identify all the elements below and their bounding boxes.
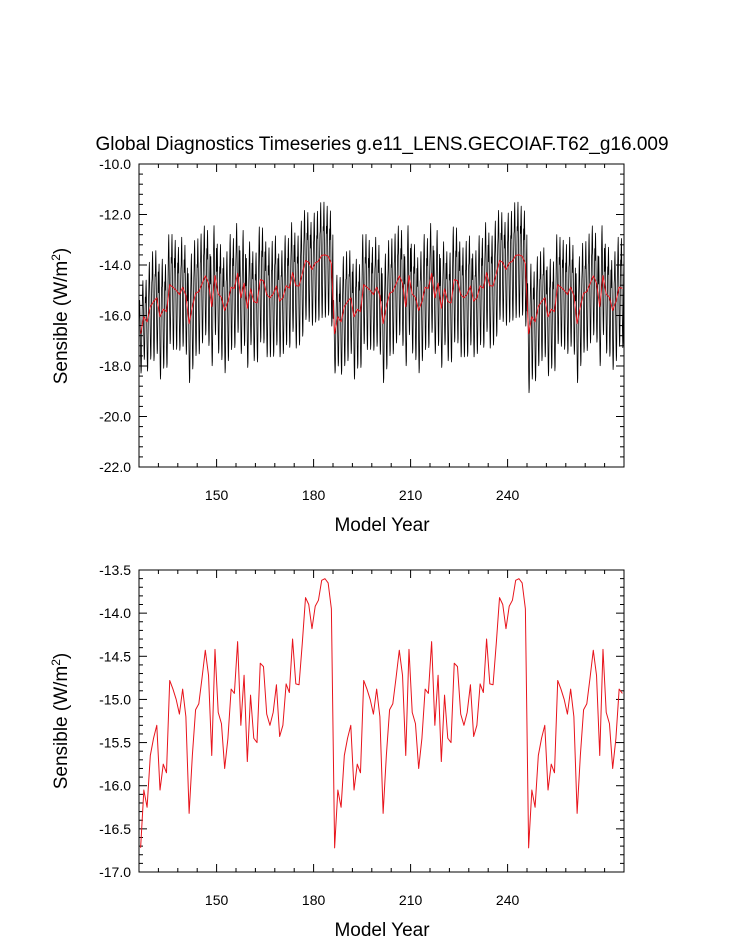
bottom-y-axis-title-sup: 2 [49,659,63,666]
bottom-y-axis-title-main: Sensible (W/m [51,666,72,790]
top-ytick-label: -22.0 [99,459,131,475]
bottom-series [140,578,623,849]
top-ytick-label: -14.0 [99,257,131,273]
top-series [139,201,624,394]
top-xtick-label: 180 [302,487,326,503]
top-annual-mean-line [140,254,623,335]
bottom-tick-marks [138,569,625,873]
top-ytick-label: -16.0 [99,308,131,324]
top-xtick-label: 240 [496,487,520,503]
top-y-axis-title: Sensible (W/m2) [49,248,72,385]
bottom-plot-frame [138,569,625,873]
figure-title: Global Diagnostics Timeseries g.e11_LENS… [95,134,668,155]
top-ytick-label: -10.0 [99,156,131,172]
top-ytick-label: -12.0 [99,207,131,223]
top-monthly-line [139,201,624,394]
bottom-xtick-label: 240 [496,892,520,908]
top-panel: -22.0-20.0-18.0-16.0-14.0-12.0-10.0 150 1… [49,156,625,536]
top-y-axis-title-end: ) [51,248,72,254]
bottom-ytick-label: -14.0 [99,605,131,621]
top-y-tick-labels: -22.0 -20.0 -18.0 -16.0 -14.0 -12.0 -10.0 [99,156,131,475]
bottom-x-axis-title: Model Year [334,920,430,941]
top-ytick-label: -18.0 [99,358,131,374]
top-x-tick-labels: 150 180 210 240 [205,487,520,503]
bottom-xtick-label: 150 [205,892,229,908]
bottom-ytick-label: -16.5 [99,821,131,837]
bottom-xtick-label: 180 [302,892,326,908]
bottom-ytick-label: -15.0 [99,691,131,707]
bottom-ytick-label: -17.0 [99,864,131,880]
bottom-y-tick-labels: -17.0 -16.5 -16.0 -15.5 -15.0 -14.5 -14.0 -13.5 [99,562,131,880]
bottom-ytick-label: -15.5 [99,735,131,751]
top-xtick-label: 210 [399,487,423,503]
bottom-y-axis-title-end: ) [51,653,72,659]
bottom-ytick-label: -13.5 [99,562,131,578]
bottom-panel: -17.0 -16.5 -16.0 -15.5 -15.0 -14.5 -14.0 -13.5… [49,562,625,941]
top-ytick-label: -20.0 [99,409,131,425]
bottom-xtick-label: 210 [399,892,423,908]
top-y-axis-title-sup: 2 [49,254,63,261]
top-xtick-label: 150 [205,487,229,503]
bottom-x-tick-labels: 150 180 210 240 [205,892,520,908]
top-y-axis-title-main: Sensible (W/m [51,261,72,385]
bottom-ytick-label: -14.5 [99,648,131,664]
bottom-ytick-label: -16.0 [99,778,131,794]
bottom-y-axis-title: Sensible (W/m2) [49,653,72,790]
bottom-annual-mean-line [140,578,623,849]
top-x-axis-title: Model Year [334,515,430,536]
